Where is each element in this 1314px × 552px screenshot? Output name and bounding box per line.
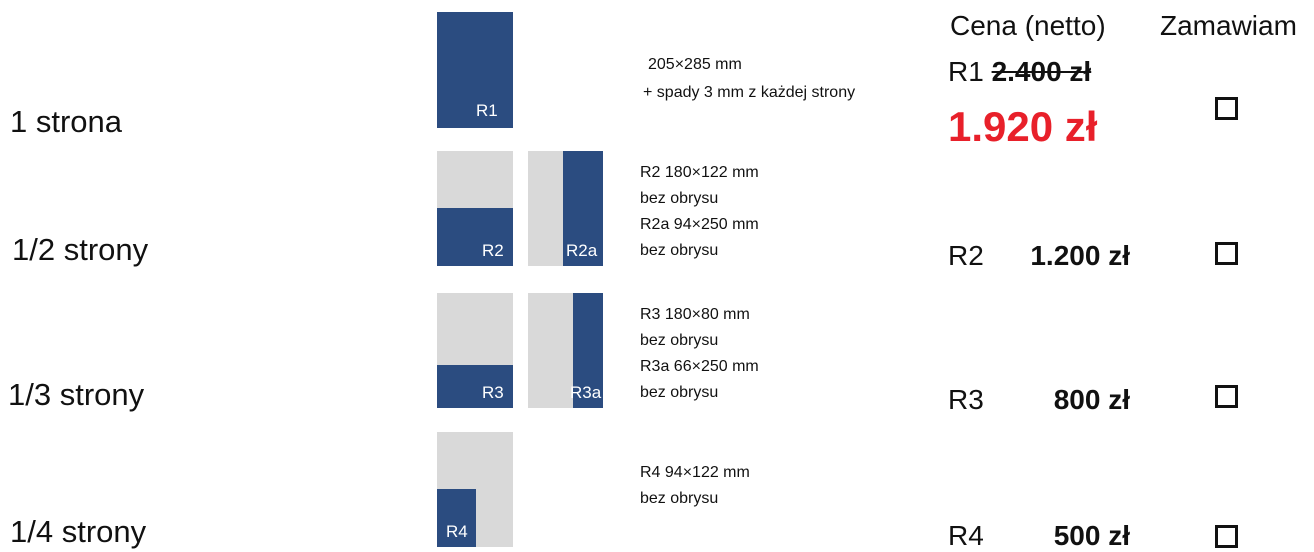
- desc-line: bez obrysu: [640, 190, 719, 207]
- size-code: R2: [948, 240, 984, 271]
- order-header: Zamawiam: [1160, 10, 1297, 41]
- thumb-label: R2: [482, 241, 504, 260]
- old-price: 2.400 zł: [991, 56, 1092, 87]
- desc-line: 205×285 mm: [648, 56, 742, 73]
- thumb-label: R4: [446, 522, 468, 541]
- desc-line: R2 180×122 mm: [640, 164, 759, 181]
- desc-line: + spady 3 mm z każdej strony: [643, 84, 856, 101]
- price: 1.200 zł: [1030, 240, 1130, 271]
- code: R1: [948, 56, 984, 87]
- price-header: Cena (netto): [950, 10, 1106, 41]
- order-checkbox[interactable]: [1215, 385, 1238, 408]
- row-label: 1/4 strony: [10, 514, 147, 549]
- row-label: 1 strona: [10, 104, 123, 139]
- thumb-label: R2a: [566, 241, 598, 260]
- thumb-label: R3a: [570, 383, 602, 402]
- price: 500 zł: [1053, 520, 1130, 551]
- desc: R4 94×122 mm bez obrysu: [640, 460, 750, 512]
- desc-line: R4 94×122 mm: [640, 464, 750, 481]
- desc: R2 180×122 mm bez obrysu R2a 94×250 mm b…: [640, 160, 759, 264]
- order-checkbox[interactable]: [1215, 242, 1238, 265]
- thumb-label: R3: [482, 383, 504, 402]
- size-code: R3: [948, 384, 984, 415]
- thumb-fill: [437, 208, 513, 266]
- thumb-fill: [437, 489, 476, 547]
- price: 800 zł: [1053, 384, 1130, 415]
- price: 1.920 zł: [948, 103, 1098, 150]
- desc-line: bez obrysu: [640, 332, 719, 349]
- thumb-fill: [437, 365, 513, 408]
- row-label: 1/2 strony: [12, 232, 149, 267]
- desc-line: R3a 66×250 mm: [640, 358, 759, 375]
- desc-line: bez obrysu: [640, 490, 719, 507]
- desc-line: bez obrysu: [640, 242, 719, 259]
- order-checkbox[interactable]: [1215, 97, 1238, 120]
- thumb: [437, 12, 513, 128]
- desc-line: bez obrysu: [640, 384, 719, 401]
- thumb-label: R1: [476, 101, 498, 120]
- desc: R3 180×80 mm bez obrysu R3a 66×250 mm be…: [640, 302, 759, 406]
- order-checkbox[interactable]: [1215, 525, 1238, 548]
- desc-line: R2a 94×250 mm: [640, 216, 759, 233]
- row-label: 1/3 strony: [8, 377, 145, 412]
- thumb-fill: [563, 151, 603, 266]
- desc-line: R3 180×80 mm: [640, 306, 750, 323]
- thumb-fill: [573, 293, 603, 408]
- size-code: R4: [948, 520, 984, 551]
- size-code: R1 2.400 zł: [948, 58, 1091, 86]
